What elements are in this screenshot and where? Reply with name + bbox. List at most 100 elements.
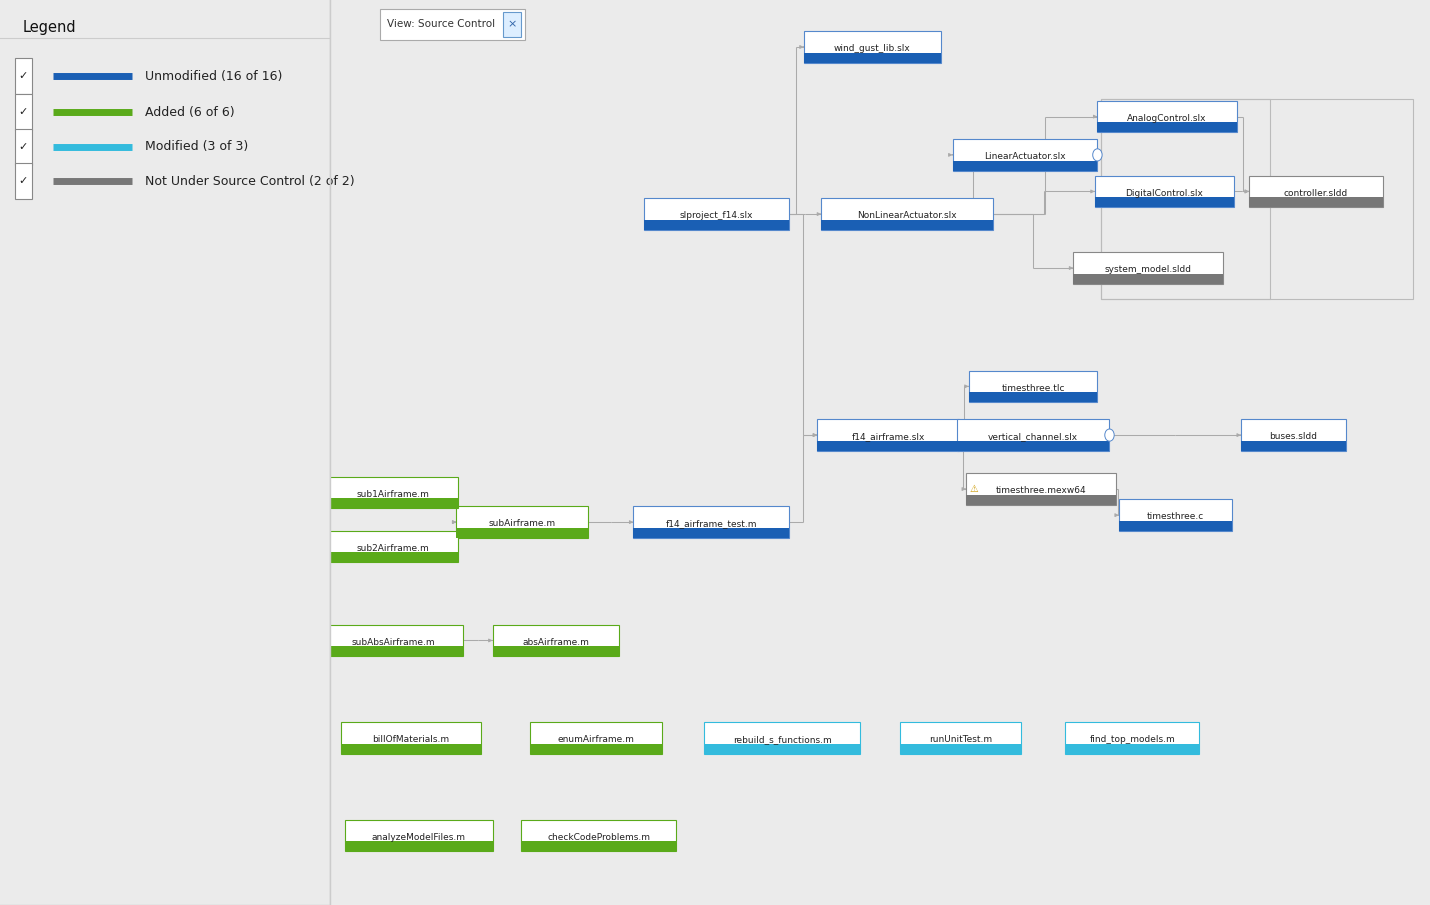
Text: timesthree.c: timesthree.c (1147, 512, 1204, 521)
Bar (1248, 176, 1383, 207)
Bar (1241, 419, 1346, 451)
Text: ⚠: ⚠ (970, 484, 978, 494)
Bar (492, 624, 619, 656)
Text: Added (6 of 6): Added (6 of 6) (146, 106, 235, 119)
Text: Legend: Legend (23, 20, 77, 35)
Text: Not Under Source Control (2 of 2): Not Under Source Control (2 of 2) (146, 175, 355, 187)
Bar (817, 419, 960, 451)
Bar (901, 722, 1021, 754)
Bar (817, 441, 960, 451)
Text: rebuild_s_functions.m: rebuild_s_functions.m (734, 735, 832, 744)
Bar (345, 841, 492, 851)
Text: find_top_models.m: find_top_models.m (1090, 735, 1175, 744)
Bar (804, 32, 941, 62)
Text: absAirframe.m: absAirframe.m (522, 638, 589, 647)
Text: f14_airframe.slx: f14_airframe.slx (851, 433, 925, 442)
Bar (705, 744, 859, 754)
Text: runUnitTest.m: runUnitTest.m (930, 735, 992, 744)
Text: wind_gust_lib.slx: wind_gust_lib.slx (834, 44, 911, 53)
Text: vertical_channel.slx: vertical_channel.slx (988, 433, 1078, 442)
Text: timesthree.mexw64: timesthree.mexw64 (995, 486, 1087, 495)
Bar (957, 441, 1110, 451)
Bar (492, 646, 619, 656)
Bar (901, 744, 1021, 754)
Bar (1074, 252, 1224, 283)
Text: Modified (3 of 3): Modified (3 of 3) (146, 140, 249, 153)
Bar (329, 498, 458, 509)
Bar (644, 198, 789, 230)
Text: ✓: ✓ (19, 141, 29, 152)
Text: Unmodified (16 of 16): Unmodified (16 of 16) (146, 70, 283, 82)
Bar (323, 646, 463, 656)
Text: subAirframe.m: subAirframe.m (489, 519, 556, 529)
Bar (957, 419, 1110, 451)
Bar (531, 744, 662, 754)
Bar (633, 507, 789, 538)
FancyBboxPatch shape (14, 129, 31, 165)
Bar (345, 820, 492, 851)
Bar (1065, 722, 1200, 754)
Bar (968, 371, 1097, 402)
Bar (521, 841, 676, 851)
Circle shape (1093, 148, 1103, 161)
Bar (1248, 197, 1383, 207)
Bar (456, 528, 588, 538)
Text: LinearActuator.slx: LinearActuator.slx (984, 152, 1065, 161)
Bar (1097, 101, 1237, 132)
FancyBboxPatch shape (14, 163, 31, 199)
Bar (967, 495, 1117, 505)
Bar (329, 477, 458, 509)
Bar (329, 531, 458, 562)
Bar (1101, 100, 1270, 300)
Text: ×: × (508, 19, 516, 29)
Bar (705, 722, 859, 754)
Bar (329, 552, 458, 562)
Bar (1065, 744, 1200, 754)
FancyBboxPatch shape (14, 94, 31, 130)
Bar (342, 722, 480, 754)
Text: checkCodeProblems.m: checkCodeProblems.m (548, 833, 651, 842)
Bar (644, 220, 789, 230)
Text: enumAirframe.m: enumAirframe.m (558, 735, 635, 744)
Bar (1118, 500, 1231, 531)
Text: f14_airframe_test.m: f14_airframe_test.m (665, 519, 756, 529)
Bar (380, 9, 525, 40)
Bar (531, 722, 662, 754)
Text: controller.sldd: controller.sldd (1284, 188, 1348, 197)
Bar (323, 624, 463, 656)
Bar (503, 12, 521, 36)
Bar (804, 52, 941, 62)
Bar (967, 473, 1117, 505)
Text: analyzeModelFiles.m: analyzeModelFiles.m (372, 833, 466, 842)
Text: View: Source Control: View: Source Control (386, 19, 495, 29)
Bar (821, 198, 992, 230)
Text: ✓: ✓ (19, 71, 29, 81)
Bar (1118, 520, 1231, 531)
Text: ✓: ✓ (19, 176, 29, 186)
Bar (342, 744, 480, 754)
Bar (1095, 197, 1234, 207)
Bar (1095, 176, 1234, 207)
Bar (952, 139, 1097, 170)
Text: DigitalControl.slx: DigitalControl.slx (1125, 188, 1204, 197)
Text: timesthree.tlc: timesthree.tlc (1001, 384, 1065, 393)
Circle shape (1105, 429, 1114, 442)
Text: sub2Airframe.m: sub2Airframe.m (358, 544, 430, 553)
Text: slproject_f14.slx: slproject_f14.slx (679, 211, 754, 220)
Text: NonLinearActuator.slx: NonLinearActuator.slx (857, 211, 957, 220)
Bar (1101, 100, 1413, 300)
Bar (456, 507, 588, 538)
Bar (521, 820, 676, 851)
Text: subAbsAirframe.m: subAbsAirframe.m (352, 638, 435, 647)
Text: system_model.sldd: system_model.sldd (1105, 265, 1191, 274)
Text: buses.sldd: buses.sldd (1270, 433, 1317, 442)
FancyBboxPatch shape (14, 58, 31, 94)
Bar (952, 160, 1097, 170)
Bar (633, 528, 789, 538)
Text: sub1Airframe.m: sub1Airframe.m (358, 490, 430, 499)
Bar (821, 220, 992, 230)
Bar (1241, 441, 1346, 451)
Text: AnalogControl.slx: AnalogControl.slx (1127, 114, 1207, 123)
Bar (968, 392, 1097, 402)
Text: ✓: ✓ (19, 107, 29, 118)
